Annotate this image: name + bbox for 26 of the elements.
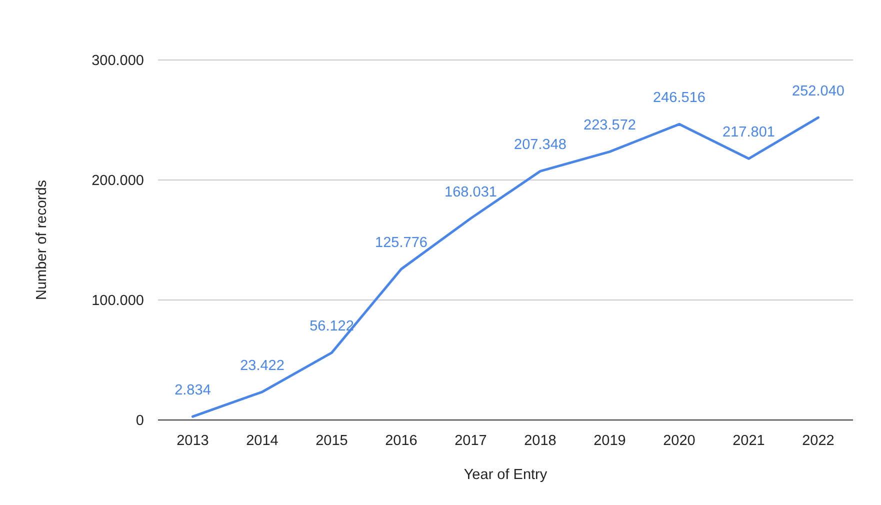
data-label: 56.122 xyxy=(310,318,354,335)
data-label: 2.834 xyxy=(174,382,211,399)
x-tick-label: 2015 xyxy=(316,433,348,449)
y-tick-label: 0 xyxy=(136,413,144,430)
x-tick-label: 2020 xyxy=(663,433,696,449)
data-label: 252.040 xyxy=(792,84,844,100)
x-tick-label: 2013 xyxy=(176,433,209,449)
data-label: 246.516 xyxy=(653,90,706,106)
data-label: 223.572 xyxy=(584,118,636,134)
x-tick-label: 2018 xyxy=(524,433,556,449)
x-tick-label: 2021 xyxy=(732,433,765,449)
x-tick-label: 2014 xyxy=(246,433,278,449)
y-tick-label: 200.000 xyxy=(92,173,144,190)
data-label: 217.801 xyxy=(722,124,775,141)
y-tick-label: 300.000 xyxy=(92,53,144,70)
y-tick-label: 100.000 xyxy=(92,293,144,310)
x-tick-label: 2016 xyxy=(385,433,418,449)
x-tick-label: 2017 xyxy=(454,433,487,449)
x-tick-label: 2019 xyxy=(594,433,626,449)
x-axis-title: Year of Entry xyxy=(464,467,548,483)
y-axis-title: Number of records xyxy=(34,180,50,300)
data-label: 125.776 xyxy=(375,235,428,252)
data-label: 23.422 xyxy=(240,358,284,374)
x-tick-label: 2022 xyxy=(802,433,834,449)
data-label: 207.348 xyxy=(514,137,566,154)
data-label: 168.031 xyxy=(444,184,497,200)
